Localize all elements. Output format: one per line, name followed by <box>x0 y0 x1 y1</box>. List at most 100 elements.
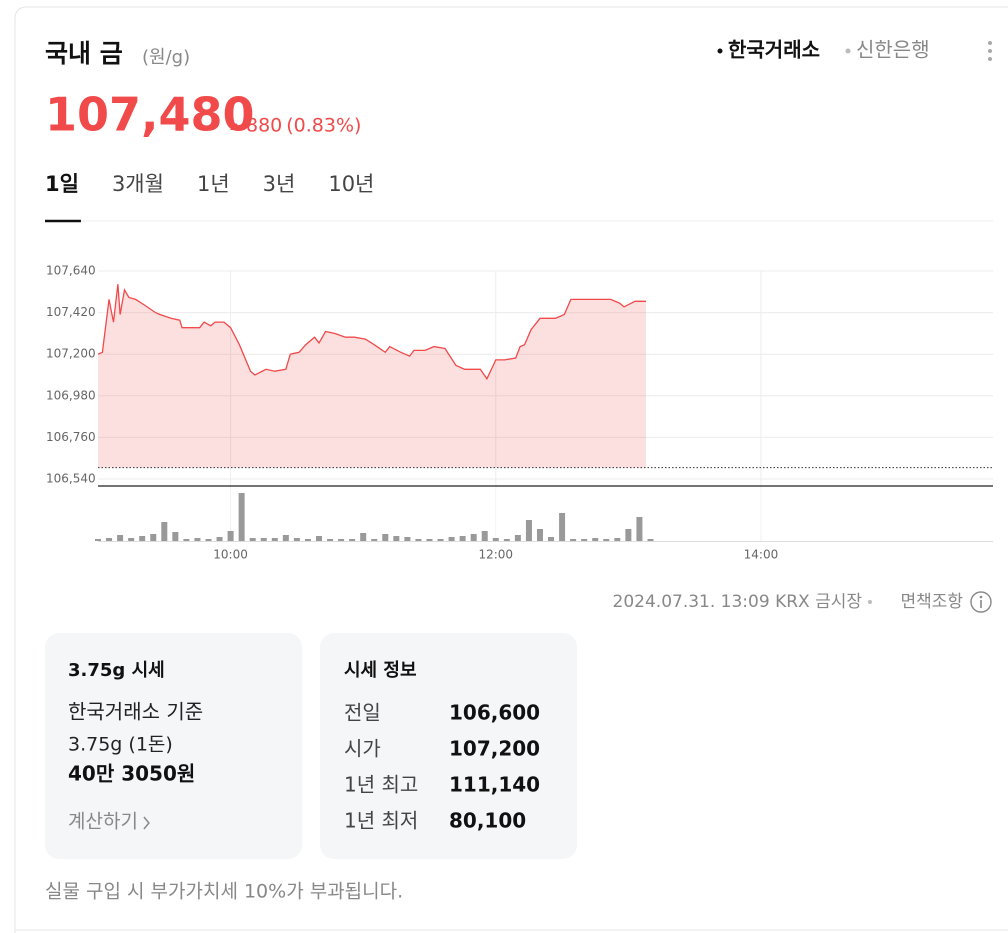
source-option[interactable]: 신한은행 <box>856 38 930 62</box>
tab[interactable]: 3개월 <box>112 172 164 196</box>
volume-bar <box>481 531 488 541</box>
info-card <box>320 633 577 859</box>
weight-unit: 3.75g (1돈) <box>68 734 173 756</box>
info-value: 106,600 <box>449 701 540 725</box>
info-label: 1년 최저 <box>344 809 418 833</box>
x-tick-label: 14:00 <box>744 548 779 562</box>
volume-bar <box>404 537 411 541</box>
y-tick-label: 106,540 <box>46 472 96 486</box>
y-tick-label: 107,640 <box>46 264 96 278</box>
info-label: 시가 <box>344 737 381 761</box>
volume-bar <box>536 529 543 541</box>
change-pct: (0.83%) <box>286 115 361 137</box>
volume-bar <box>194 538 201 541</box>
volume-bar <box>382 534 389 541</box>
title: 국내 금 <box>45 39 123 68</box>
tabs: 1일 3개월 1년 3년 10년 <box>45 172 374 223</box>
volume-bar <box>304 539 311 541</box>
y-tick-label: 106,760 <box>46 430 96 444</box>
calc-link[interactable]: 계산하기 <box>68 811 150 833</box>
price-change: 880 (0.83%) <box>230 115 361 137</box>
price-line <box>97 284 646 381</box>
volume-bar <box>636 517 643 541</box>
weight-basis: 한국거래소 기준 <box>68 700 203 724</box>
volume-bar <box>581 539 588 541</box>
tab[interactable]: 1일 <box>45 172 79 196</box>
volume-bar <box>503 539 510 541</box>
change: 880 <box>246 115 282 137</box>
volume-bar <box>592 538 599 541</box>
volume-bar <box>128 538 135 541</box>
source-option[interactable]: 한국거래소 <box>728 38 820 62</box>
chart: 106,540 106,760 106,980 107,200 107,420 107,6… <box>46 264 993 562</box>
info-dot <box>979 595 983 599</box>
volume-bar <box>614 538 621 541</box>
volume-bar <box>117 535 124 541</box>
volume-bar <box>548 537 555 541</box>
volume-bar <box>216 537 223 541</box>
x-tick-label: 10:00 <box>213 548 248 562</box>
volume-bar <box>161 522 168 541</box>
volume-bar <box>470 534 477 541</box>
chevron <box>143 816 150 830</box>
volume-bar <box>349 539 356 541</box>
weight-amount: 40만 3050원 <box>68 762 195 786</box>
y-tick-label: 107,200 <box>46 347 96 361</box>
volume-bar <box>338 539 345 541</box>
volume-bar <box>150 534 157 541</box>
y-tick-label: 106,980 <box>46 388 96 402</box>
weight-card-title: 3.75g 시세 <box>68 660 165 681</box>
info-circle <box>970 591 992 613</box>
tab[interactable]: 1년 <box>197 172 230 196</box>
volume-bar <box>393 536 400 541</box>
volume-bar <box>205 539 212 541</box>
volume-bar <box>282 535 289 541</box>
info-label: 전일 <box>344 701 381 725</box>
info-card-title: 시세 정보 <box>344 660 417 681</box>
price: 107,480 <box>45 88 255 142</box>
info-label: 1년 최고 <box>344 773 418 797</box>
volume-bar <box>293 538 300 541</box>
dot <box>988 49 992 53</box>
info-value: 107,200 <box>449 737 540 761</box>
volume-bar <box>183 539 190 541</box>
source-switch: 한국거래소 신한은행 <box>717 38 930 62</box>
info-icon[interactable] <box>970 591 992 613</box>
info-rows: 전일 106,600 시가 107,200 1년 최고 111,140 1년 최저 80,10… <box>344 701 540 833</box>
volume-bar <box>437 539 444 541</box>
source-dot <box>845 48 851 54</box>
volume-bar <box>249 538 256 541</box>
volume-bar <box>139 536 146 541</box>
volume-bar <box>647 539 654 541</box>
volume-bar <box>459 536 466 541</box>
volume-bar <box>559 513 566 541</box>
volume-bar <box>238 493 245 541</box>
volume-bar <box>327 539 334 541</box>
volume-bar <box>514 535 521 541</box>
volume-bar <box>260 538 267 541</box>
volume-bar <box>172 532 179 541</box>
volume-bar <box>448 537 455 541</box>
unit: (원/g) <box>142 47 190 68</box>
dot <box>988 41 992 45</box>
volume-bar <box>371 539 378 541</box>
volume-bar <box>525 520 532 541</box>
more-menu[interactable] <box>988 41 992 61</box>
info-value: 80,100 <box>449 809 526 833</box>
timestamp: 2024.07.31. 13:09 KRX 금시장 <box>613 592 863 612</box>
volume-bar <box>426 539 433 541</box>
calc-link-text: 계산하기 <box>68 811 138 833</box>
vat-note: 실물 구입 시 부가가치세 10%가 부과됩니다. <box>45 881 403 903</box>
volume-bar <box>603 539 610 541</box>
tab[interactable]: 10년 <box>328 172 374 196</box>
dot <box>988 57 992 61</box>
tab[interactable]: 3년 <box>263 172 296 196</box>
volume-bar <box>106 538 113 541</box>
disclaimer-link[interactable]: 면책조항 <box>900 592 963 612</box>
volume-bar <box>360 533 367 541</box>
source-dot <box>717 48 723 54</box>
separator-dot <box>868 600 872 604</box>
x-tick-label: 12:00 <box>478 548 513 562</box>
